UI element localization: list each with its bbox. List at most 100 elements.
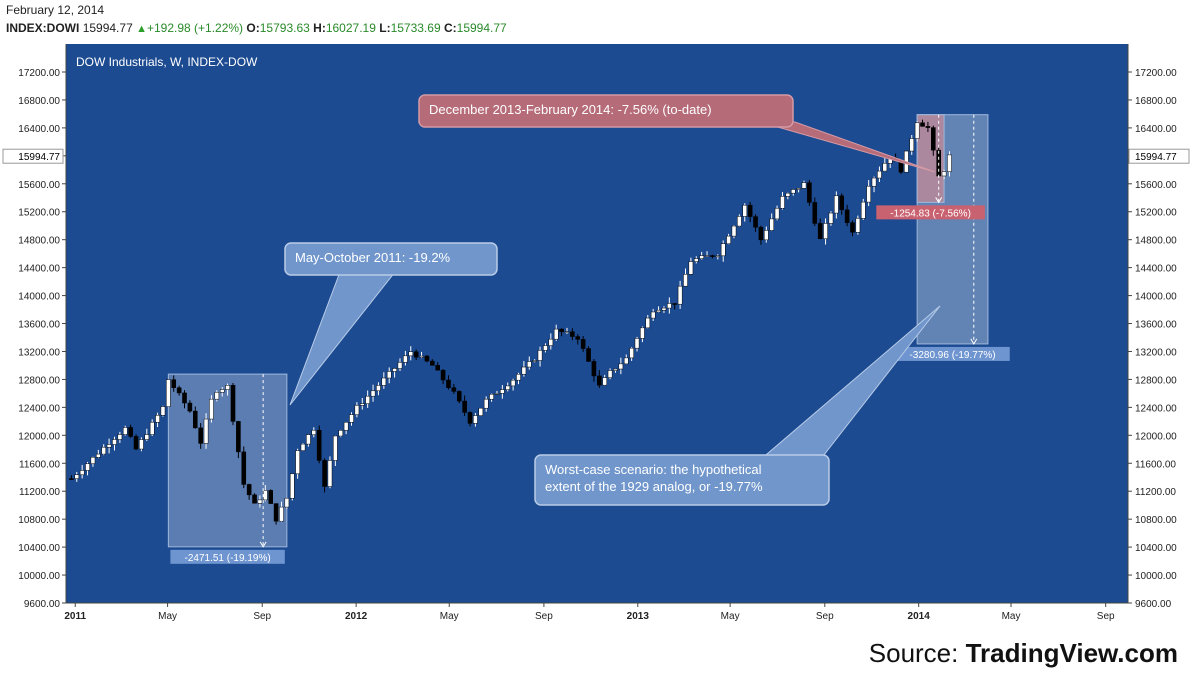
y-tick-label: 14800.00	[18, 236, 60, 247]
callout-worst-case-text: Worst-case scenario: the hypothetical	[545, 462, 762, 477]
y-tick-label: 10400.00	[18, 543, 60, 554]
candle-body	[807, 182, 812, 203]
last-price: 15994.77	[82, 21, 133, 35]
y-tick-label: 17200.00	[18, 68, 60, 79]
price-chart[interactable]: -3280.96 (-19.77%) -2471.51 (-19.19%) -125…	[0, 40, 1192, 640]
candle-body	[182, 392, 187, 404]
candle-body	[526, 361, 532, 368]
drawdown-2011-box	[167, 373, 288, 548]
candle-body	[710, 255, 715, 257]
candle-body	[117, 434, 123, 440]
low-label: L:	[379, 21, 391, 35]
y-tick-label: 13200.00	[18, 347, 60, 358]
candle-body	[516, 373, 521, 381]
candle-body	[850, 222, 855, 233]
candle-body	[122, 427, 128, 435]
y-tick-label: 16800.00	[1135, 96, 1177, 107]
candle-body	[246, 484, 252, 496]
candle-body	[295, 450, 300, 475]
candle-body	[672, 303, 678, 305]
x-tick-label: May	[440, 611, 459, 622]
candle-body	[591, 361, 597, 377]
candle-body	[90, 457, 96, 464]
candle-body	[279, 506, 284, 522]
open-label: O:	[246, 21, 260, 35]
candle-body	[430, 360, 435, 366]
plot-background	[66, 44, 1128, 603]
candle-body	[623, 357, 629, 365]
candle-body	[133, 436, 139, 450]
candle-body	[607, 370, 613, 378]
candle-body	[683, 274, 688, 287]
y-tick-label: 11600.00	[1135, 459, 1176, 470]
candle-body	[510, 379, 516, 387]
x-tick-label: May	[158, 611, 177, 622]
candle-body	[817, 223, 823, 239]
candle-body	[580, 339, 586, 349]
y-tick-label: 10000.00	[18, 571, 60, 582]
candle-body	[877, 170, 882, 179]
candle-body	[155, 414, 160, 423]
candle-body	[537, 350, 543, 361]
candle-body	[386, 371, 392, 379]
candle-body	[306, 434, 311, 445]
y-tick-label: 16400.00	[1135, 124, 1177, 135]
y-tick-label: 16400.00	[18, 124, 60, 135]
candle-body	[667, 303, 672, 309]
candle-body	[640, 327, 645, 339]
candle-body	[327, 460, 333, 487]
candle-body	[828, 212, 834, 224]
y-tick-label: 12400.00	[18, 403, 60, 414]
candle-body	[440, 369, 446, 381]
candle-body	[462, 400, 467, 413]
candle-body	[176, 387, 182, 394]
symbol-label[interactable]: INDEX:DOWI	[6, 21, 80, 35]
candle-body	[289, 473, 295, 499]
candle-body	[650, 311, 656, 319]
callout-dec-feb-2014-text: December 2013-February 2014: -7.56% (to-…	[429, 102, 712, 117]
x-tick-label: May	[721, 611, 740, 622]
y-tick-label: 17200.00	[1135, 68, 1177, 79]
candle-body	[219, 389, 225, 393]
x-tick-label: Sep	[253, 611, 271, 622]
candle-body	[931, 127, 936, 151]
y-tick-label: 11600.00	[19, 459, 60, 470]
candle-body	[553, 328, 559, 340]
candle-body	[236, 421, 241, 453]
candle-body	[230, 384, 236, 422]
open-value: 15793.63	[259, 21, 310, 35]
price-marker-label: 15994.77	[1135, 152, 1177, 163]
candle-body	[74, 474, 80, 479]
candle-body	[914, 122, 920, 139]
candle-body	[920, 122, 925, 127]
candle-body	[860, 201, 866, 219]
candle-body	[79, 470, 85, 476]
candle-body	[790, 189, 796, 194]
candle-body	[618, 363, 624, 370]
drawdown-2011-label: -2471.51 (-19.19%)	[185, 553, 271, 564]
candle-body	[753, 216, 758, 228]
drawdown-2011-label-box	[170, 549, 285, 564]
y-tick-label: 15200.00	[1135, 208, 1177, 219]
candle-body	[338, 430, 344, 437]
candle-body	[704, 255, 710, 257]
candle-body	[333, 435, 338, 461]
callout-may-oct-2011-box	[284, 242, 498, 276]
x-tick-label: May	[1002, 611, 1021, 622]
candle-body	[225, 384, 230, 390]
candle-body	[144, 434, 150, 440]
candle-body	[241, 451, 247, 485]
candle-body	[785, 192, 791, 197]
arrow-down-icon	[259, 541, 267, 548]
source-prefix: Source:	[868, 638, 966, 668]
candle-body	[263, 490, 268, 501]
x-tick-label: 2011	[64, 611, 86, 622]
candle-body	[941, 171, 947, 177]
candle-body	[316, 429, 322, 461]
y-tick-label: 12800.00	[18, 375, 60, 386]
candle-body	[693, 258, 699, 262]
y-tick-label: 10800.00	[1135, 515, 1177, 526]
candle-body	[548, 338, 554, 346]
candle-body	[273, 503, 279, 522]
candle-body	[446, 379, 451, 388]
